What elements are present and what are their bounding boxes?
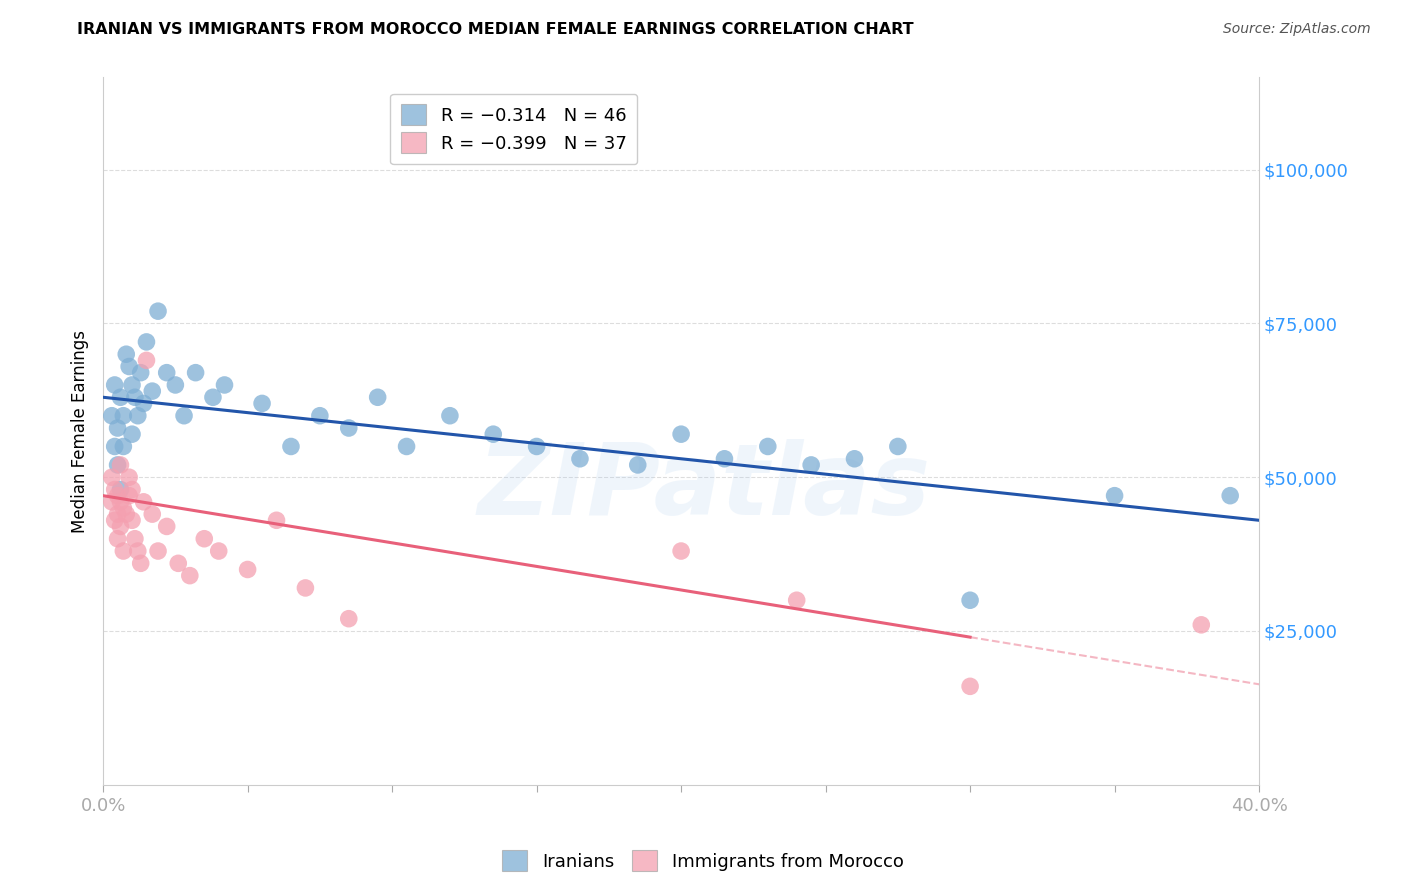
Point — [167, 557, 190, 571]
Point — [669, 544, 692, 558]
Point — [337, 612, 360, 626]
Point — [568, 451, 591, 466]
Point — [756, 440, 779, 454]
Point — [135, 334, 157, 349]
Point — [132, 495, 155, 509]
Point — [101, 495, 124, 509]
Point — [132, 396, 155, 410]
Point — [110, 519, 132, 533]
Point — [294, 581, 316, 595]
Point — [112, 544, 135, 558]
Point — [112, 500, 135, 515]
Point — [129, 366, 152, 380]
Point — [135, 353, 157, 368]
Point — [713, 451, 735, 466]
Point — [266, 513, 288, 527]
Point — [104, 513, 127, 527]
Point — [1189, 617, 1212, 632]
Point — [309, 409, 332, 423]
Point — [104, 483, 127, 497]
Point — [101, 470, 124, 484]
Point — [786, 593, 808, 607]
Point — [482, 427, 505, 442]
Point — [337, 421, 360, 435]
Point — [179, 568, 201, 582]
Point — [627, 458, 650, 472]
Point — [121, 378, 143, 392]
Point — [107, 489, 129, 503]
Point — [107, 421, 129, 435]
Point — [959, 679, 981, 693]
Point — [193, 532, 215, 546]
Point — [107, 532, 129, 546]
Point — [184, 366, 207, 380]
Point — [121, 483, 143, 497]
Point — [173, 409, 195, 423]
Point — [844, 451, 866, 466]
Point — [110, 495, 132, 509]
Legend: Iranians, Immigrants from Morocco: Iranians, Immigrants from Morocco — [495, 843, 911, 879]
Point — [141, 507, 163, 521]
Point — [439, 409, 461, 423]
Point — [121, 513, 143, 527]
Point — [250, 396, 273, 410]
Point — [156, 519, 179, 533]
Point — [146, 544, 169, 558]
Point — [669, 427, 692, 442]
Point — [1219, 489, 1241, 503]
Point — [110, 390, 132, 404]
Point — [101, 409, 124, 423]
Point — [124, 390, 146, 404]
Point — [118, 489, 141, 503]
Point — [887, 440, 910, 454]
Point — [201, 390, 224, 404]
Text: Source: ZipAtlas.com: Source: ZipAtlas.com — [1223, 22, 1371, 37]
Point — [214, 378, 236, 392]
Point — [124, 532, 146, 546]
Point — [959, 593, 981, 607]
Point — [146, 304, 169, 318]
Point — [121, 427, 143, 442]
Text: ZIPatlas: ZIPatlas — [478, 439, 931, 536]
Point — [107, 507, 129, 521]
Point — [236, 562, 259, 576]
Point — [104, 378, 127, 392]
Legend: R = −0.314   N = 46, R = −0.399   N = 37: R = −0.314 N = 46, R = −0.399 N = 37 — [389, 94, 637, 164]
Point — [104, 440, 127, 454]
Point — [1104, 489, 1126, 503]
Point — [165, 378, 187, 392]
Point — [280, 440, 302, 454]
Point — [112, 409, 135, 423]
Y-axis label: Median Female Earnings: Median Female Earnings — [72, 330, 89, 533]
Point — [526, 440, 548, 454]
Point — [118, 359, 141, 374]
Point — [129, 557, 152, 571]
Point — [156, 366, 179, 380]
Point — [395, 440, 418, 454]
Point — [127, 544, 149, 558]
Point — [110, 458, 132, 472]
Point — [110, 483, 132, 497]
Point — [115, 347, 138, 361]
Text: IRANIAN VS IMMIGRANTS FROM MOROCCO MEDIAN FEMALE EARNINGS CORRELATION CHART: IRANIAN VS IMMIGRANTS FROM MOROCCO MEDIA… — [77, 22, 914, 37]
Point — [367, 390, 389, 404]
Point — [208, 544, 231, 558]
Point — [118, 470, 141, 484]
Point — [112, 440, 135, 454]
Point — [115, 507, 138, 521]
Point — [141, 384, 163, 398]
Point — [107, 458, 129, 472]
Point — [800, 458, 823, 472]
Point — [127, 409, 149, 423]
